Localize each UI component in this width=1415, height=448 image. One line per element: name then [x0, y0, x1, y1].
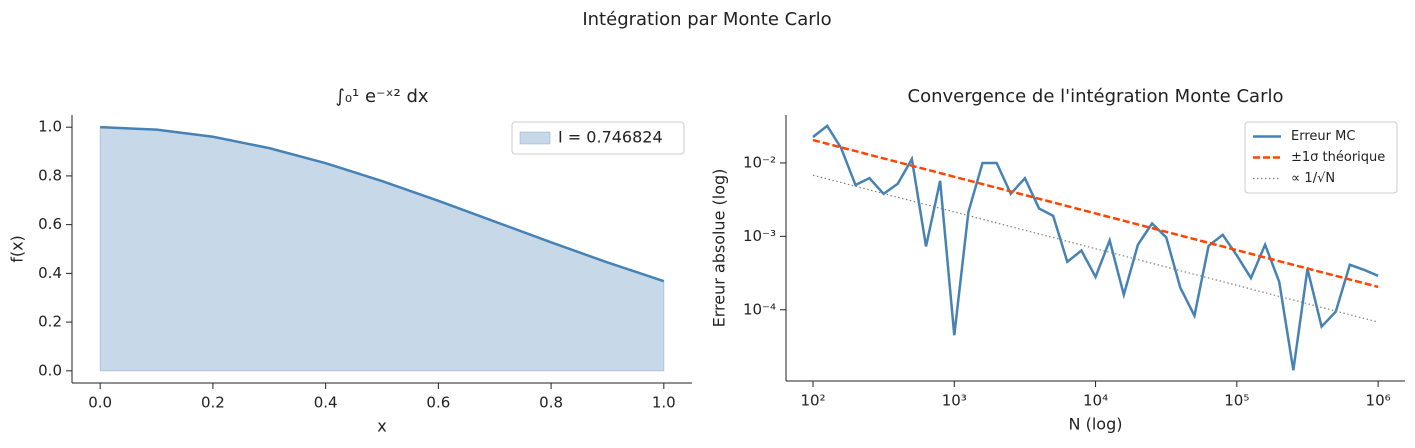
- series-line: [812, 124, 1379, 371]
- series-line: [812, 138, 1379, 289]
- y-tick-label: 10⁻³: [743, 227, 776, 245]
- y-axis-label: Erreur absolue (log): [710, 169, 729, 328]
- figure-title: Intégration par Monte Carlo: [582, 9, 831, 30]
- x-tick-label: 0.8: [539, 394, 563, 412]
- y-tick-label: 0.0: [38, 361, 62, 379]
- x-tick-label: 0.0: [88, 394, 112, 412]
- y-tick-label: 10⁻⁴: [743, 300, 776, 318]
- chart-title: Convergence de l'intégration Monte Carlo: [908, 86, 1284, 107]
- series-line: [812, 174, 1379, 323]
- legend-box: [511, 121, 685, 155]
- y-tick-label: 0.2: [38, 313, 62, 331]
- y-tick-label: 0.4: [38, 264, 62, 282]
- legend-label: ∝ 1/√N: [1291, 171, 1335, 186]
- x-tick-label: 10⁶: [1366, 392, 1391, 410]
- y-tick-label: 10⁻²: [743, 153, 776, 171]
- area-fill: [99, 126, 665, 372]
- x-tick-label: 10²: [800, 392, 825, 410]
- x-tick-label: 10⁴: [1083, 392, 1108, 410]
- legend-label: Erreur MC: [1291, 129, 1355, 144]
- legend-label: ±1σ théorique: [1291, 150, 1385, 165]
- legend-swatch: [519, 131, 551, 145]
- legend-label: I = 0.746824: [558, 128, 663, 147]
- y-tick-label: 1.0: [38, 118, 62, 136]
- y-axis-label: f(x): [8, 235, 27, 263]
- x-tick-label: 1.0: [652, 394, 676, 412]
- x-tick-label: 10³: [942, 392, 967, 410]
- y-tick-label: 0.8: [38, 166, 62, 184]
- chart-title: ∫₀¹ e⁻ˣ² dx: [335, 86, 428, 107]
- x-axis-label: N (log): [1069, 415, 1123, 434]
- x-tick-label: 0.6: [426, 394, 450, 412]
- x-axis-label: x: [377, 417, 386, 436]
- x-tick-label: 0.4: [314, 394, 338, 412]
- x-tick-label: 0.2: [201, 394, 225, 412]
- y-tick-label: 0.6: [38, 215, 62, 233]
- series-line: [100, 125, 665, 283]
- x-tick-label: 10⁵: [1224, 392, 1249, 410]
- legend-box: [1244, 121, 1398, 194]
